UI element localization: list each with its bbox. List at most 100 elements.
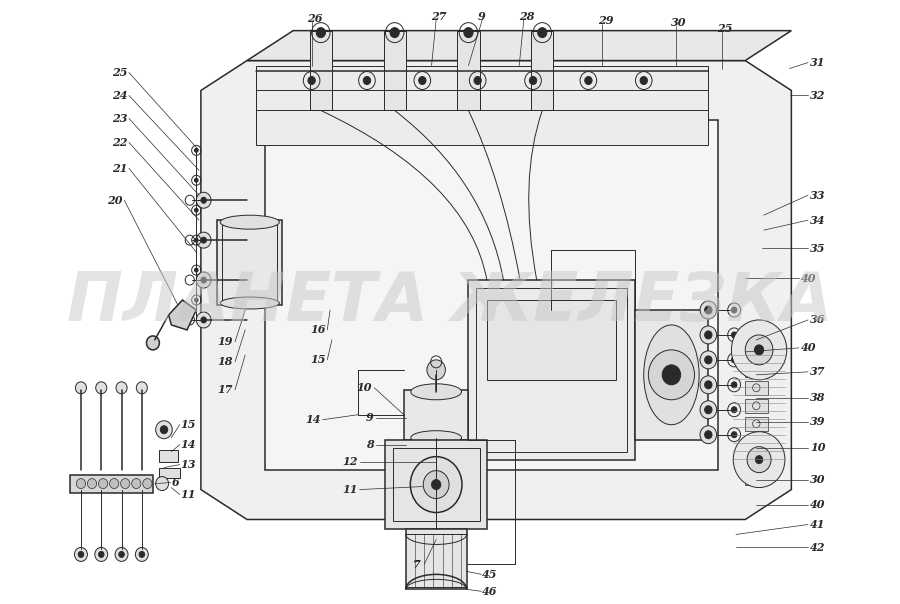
- Bar: [406, 530, 466, 590]
- Text: 15: 15: [310, 355, 326, 365]
- Bar: [159, 467, 180, 478]
- Circle shape: [732, 406, 737, 413]
- Circle shape: [110, 478, 119, 489]
- Circle shape: [364, 77, 371, 85]
- Circle shape: [156, 421, 172, 439]
- Text: 17: 17: [218, 384, 233, 395]
- Text: 30: 30: [671, 17, 687, 28]
- Circle shape: [732, 332, 737, 338]
- Ellipse shape: [644, 325, 699, 425]
- Circle shape: [700, 301, 716, 319]
- Text: 26: 26: [307, 13, 322, 24]
- Circle shape: [700, 401, 716, 419]
- Text: 7: 7: [413, 559, 420, 570]
- Circle shape: [76, 478, 86, 489]
- Text: 24: 24: [112, 90, 127, 101]
- Circle shape: [705, 331, 712, 339]
- Bar: [70, 475, 153, 492]
- Polygon shape: [168, 300, 196, 330]
- Bar: [256, 66, 708, 146]
- Text: 16: 16: [310, 324, 326, 335]
- Circle shape: [648, 350, 695, 400]
- Text: 6: 6: [171, 477, 179, 488]
- Text: 33: 33: [810, 190, 825, 201]
- Circle shape: [316, 28, 326, 37]
- Text: 42: 42: [810, 542, 825, 553]
- Circle shape: [705, 381, 712, 389]
- Circle shape: [135, 547, 148, 561]
- Circle shape: [76, 382, 86, 394]
- Circle shape: [732, 357, 737, 363]
- Ellipse shape: [220, 297, 279, 309]
- Text: 27: 27: [431, 11, 447, 22]
- Circle shape: [98, 478, 108, 489]
- Bar: [487, 300, 616, 380]
- Bar: [745, 399, 769, 413]
- Circle shape: [390, 28, 400, 37]
- Circle shape: [95, 382, 107, 394]
- Circle shape: [308, 77, 315, 85]
- Text: 28: 28: [519, 11, 535, 22]
- Circle shape: [194, 298, 198, 302]
- Polygon shape: [247, 31, 791, 60]
- Text: 10: 10: [356, 382, 372, 393]
- Circle shape: [78, 551, 84, 557]
- Text: 40: 40: [801, 272, 816, 283]
- Circle shape: [94, 547, 108, 561]
- Polygon shape: [201, 60, 791, 519]
- Bar: [385, 440, 487, 530]
- Circle shape: [474, 77, 482, 85]
- Circle shape: [585, 77, 592, 85]
- Text: 19: 19: [218, 336, 233, 347]
- Circle shape: [705, 306, 712, 314]
- Circle shape: [640, 77, 647, 85]
- Bar: [392, 448, 480, 521]
- Bar: [159, 449, 178, 461]
- Circle shape: [196, 232, 211, 248]
- Circle shape: [201, 198, 206, 203]
- Circle shape: [160, 426, 167, 434]
- Text: 36: 36: [810, 315, 825, 326]
- Bar: [218, 220, 282, 305]
- Text: 14: 14: [305, 414, 320, 425]
- Circle shape: [732, 382, 737, 388]
- Circle shape: [201, 317, 206, 323]
- Text: 39: 39: [810, 416, 825, 427]
- Circle shape: [418, 77, 426, 85]
- Circle shape: [194, 268, 198, 272]
- Circle shape: [745, 335, 773, 365]
- Bar: [469, 280, 634, 460]
- Circle shape: [423, 471, 449, 498]
- Text: 15: 15: [181, 419, 196, 430]
- Circle shape: [705, 406, 712, 414]
- Circle shape: [705, 431, 712, 439]
- Bar: [745, 452, 769, 467]
- Circle shape: [87, 478, 96, 489]
- Text: 35: 35: [810, 243, 825, 254]
- Bar: [745, 471, 769, 484]
- Bar: [531, 31, 554, 111]
- Circle shape: [196, 312, 211, 328]
- Bar: [745, 417, 769, 431]
- Circle shape: [410, 457, 462, 513]
- Circle shape: [121, 478, 130, 489]
- Circle shape: [700, 326, 716, 344]
- Bar: [266, 120, 717, 470]
- Ellipse shape: [410, 431, 462, 445]
- Text: 22: 22: [112, 137, 127, 148]
- Text: 11: 11: [342, 484, 357, 495]
- Circle shape: [732, 307, 737, 313]
- Circle shape: [427, 360, 446, 380]
- Circle shape: [131, 478, 141, 489]
- Circle shape: [464, 28, 473, 37]
- Text: 11: 11: [181, 489, 196, 500]
- Bar: [476, 288, 627, 452]
- Text: 25: 25: [717, 23, 734, 34]
- Circle shape: [662, 365, 680, 385]
- Bar: [634, 310, 708, 440]
- Circle shape: [529, 77, 536, 85]
- Circle shape: [732, 320, 787, 380]
- Text: 13: 13: [181, 459, 196, 470]
- Circle shape: [140, 551, 145, 557]
- Text: 9: 9: [478, 11, 485, 22]
